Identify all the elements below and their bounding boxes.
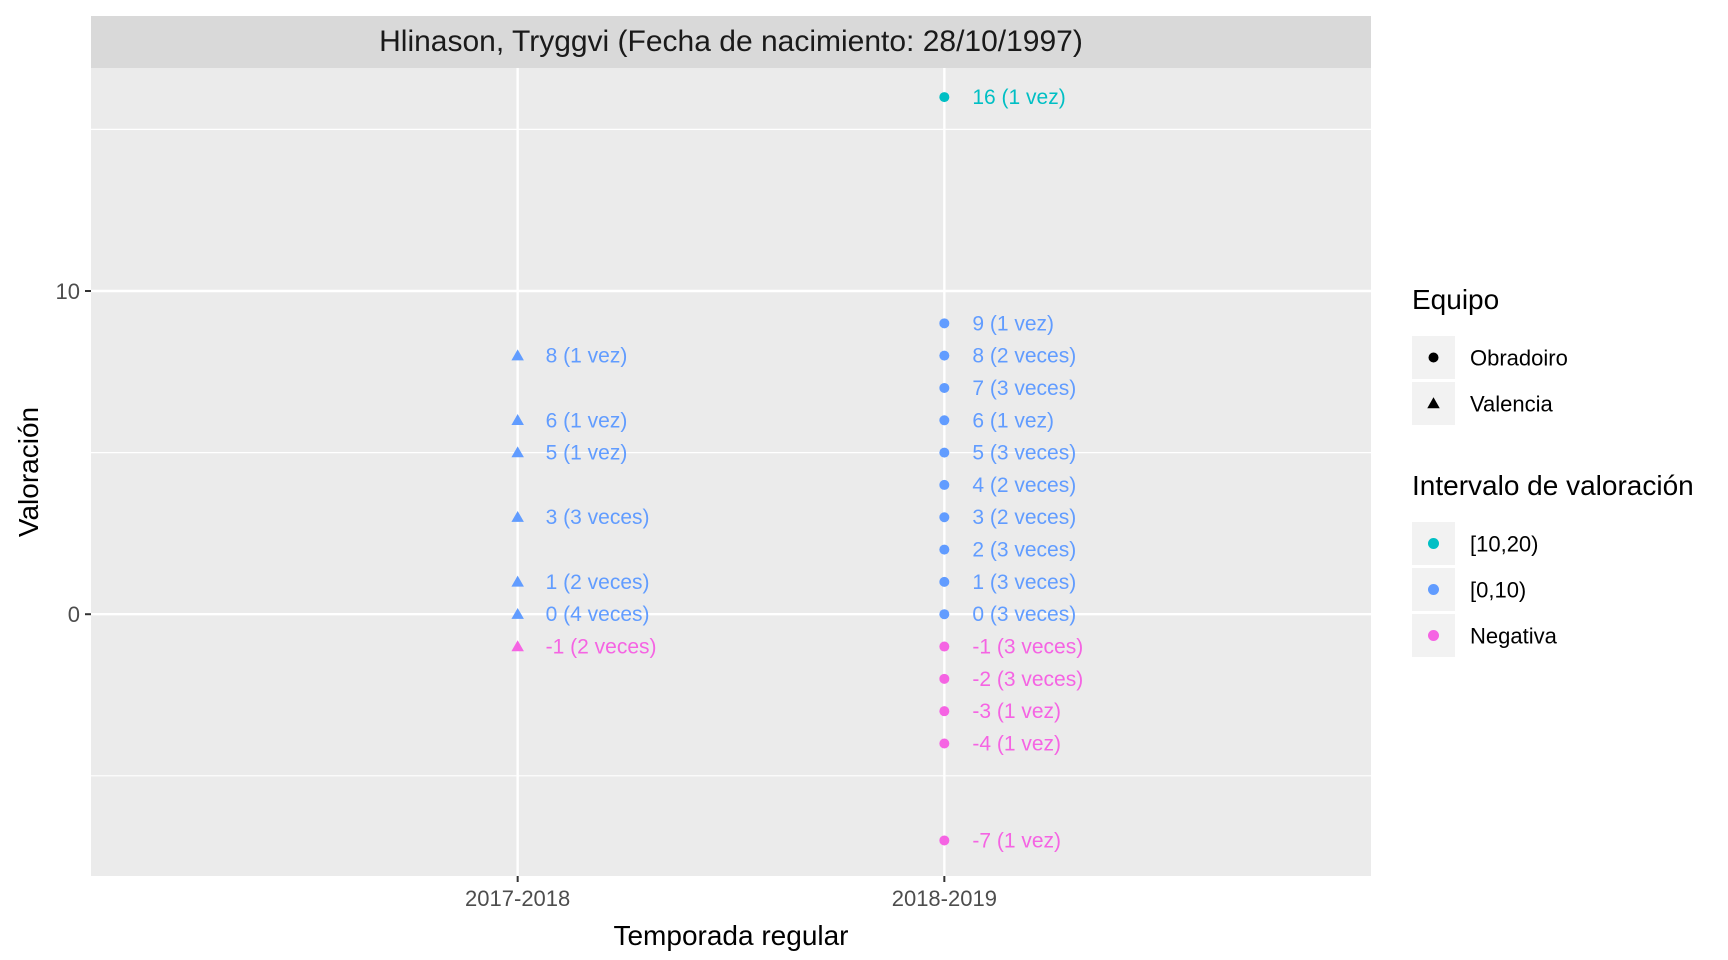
legend-label: Valencia <box>1470 392 1554 417</box>
data-label: -1 (3 veces) <box>972 636 1083 659</box>
data-label: 3 (3 veces) <box>546 506 650 529</box>
legend-title: Intervalo de valoración <box>1412 470 1694 501</box>
data-label: 0 (3 veces) <box>972 603 1076 626</box>
data-point <box>939 609 950 620</box>
legend-swatch <box>1428 630 1439 641</box>
legend-swatch <box>1428 584 1439 595</box>
data-label: 5 (3 veces) <box>972 442 1076 465</box>
y-tick-label: 10 <box>56 279 80 304</box>
circle-icon <box>1428 352 1439 363</box>
data-point <box>939 544 950 555</box>
data-point <box>511 640 524 652</box>
data-label: 5 (1 vez) <box>546 442 628 465</box>
data-point <box>939 576 950 587</box>
legend-swatch <box>1428 538 1439 549</box>
legend: Equipo Obradoiro Valencia Intervalo de valo… <box>1412 284 1694 657</box>
data-labels: 8 (1 vez) 6 (1 vez) 5 (1 vez) 3 (3 veces) 1 … <box>546 86 1084 852</box>
y-axis: 0 10 <box>56 279 91 627</box>
data-label: 0 (4 veces) <box>546 603 650 626</box>
data-label: 16 (1 vez) <box>972 86 1065 109</box>
data-label: 4 (2 veces) <box>972 474 1076 497</box>
data-point <box>939 706 950 717</box>
data-label: 3 (2 veces) <box>972 506 1076 529</box>
data-point <box>511 446 524 458</box>
data-label: -2 (3 veces) <box>972 668 1083 691</box>
data-label: 1 (3 veces) <box>972 571 1076 594</box>
data-point <box>511 349 524 361</box>
data-point <box>939 512 950 523</box>
x-axis-title: Temporada regular <box>613 920 848 951</box>
data-point <box>939 318 950 329</box>
facet-strip <box>91 16 1371 68</box>
data-point <box>511 510 524 522</box>
data-label: 1 (2 veces) <box>546 571 650 594</box>
data-point <box>939 350 950 361</box>
data-label: 9 (1 vez) <box>972 312 1054 335</box>
triangle-icon <box>1427 397 1440 409</box>
data-label: 8 (2 veces) <box>972 345 1076 368</box>
data-point <box>939 673 950 684</box>
data-label: 6 (1 vez) <box>546 409 628 432</box>
x-axis: 2017-2018 2018-2019 <box>465 876 997 911</box>
data-points <box>511 92 950 846</box>
legend-label: [0,10) <box>1470 578 1526 603</box>
data-label: -3 (1 vez) <box>972 700 1061 723</box>
data-point <box>939 382 950 393</box>
plot-panel <box>91 68 1371 876</box>
data-point <box>511 414 524 425</box>
y-axis-title: Valoración <box>13 407 44 537</box>
data-point <box>939 447 950 458</box>
x-tick-label: 2017-2018 <box>465 886 570 911</box>
data-label: 7 (3 veces) <box>972 377 1076 400</box>
data-label: -1 (2 veces) <box>546 636 657 659</box>
legend-label: Negativa <box>1470 624 1558 649</box>
data-point <box>939 479 950 490</box>
data-label: 8 (1 vez) <box>546 345 628 368</box>
data-point <box>939 415 950 426</box>
x-tick-label: 2018-2019 <box>892 886 997 911</box>
data-point <box>511 575 524 587</box>
data-point <box>939 92 950 103</box>
y-tick-label: 0 <box>68 602 80 627</box>
data-label: -7 (1 vez) <box>972 829 1061 852</box>
legend-title: Equipo <box>1412 284 1499 315</box>
data-point <box>511 607 524 619</box>
legend-label: [10,20) <box>1470 532 1539 557</box>
facet-title: Hlinason, Tryggvi (Fecha de nacimiento: … <box>379 25 1083 58</box>
data-point <box>939 641 950 652</box>
data-label: 2 (3 veces) <box>972 539 1076 562</box>
legend-label: Obradoiro <box>1470 346 1568 371</box>
data-label: 6 (1 vez) <box>972 409 1054 432</box>
data-point <box>939 835 950 846</box>
data-label: -4 (1 vez) <box>972 732 1061 755</box>
data-point <box>939 738 950 749</box>
